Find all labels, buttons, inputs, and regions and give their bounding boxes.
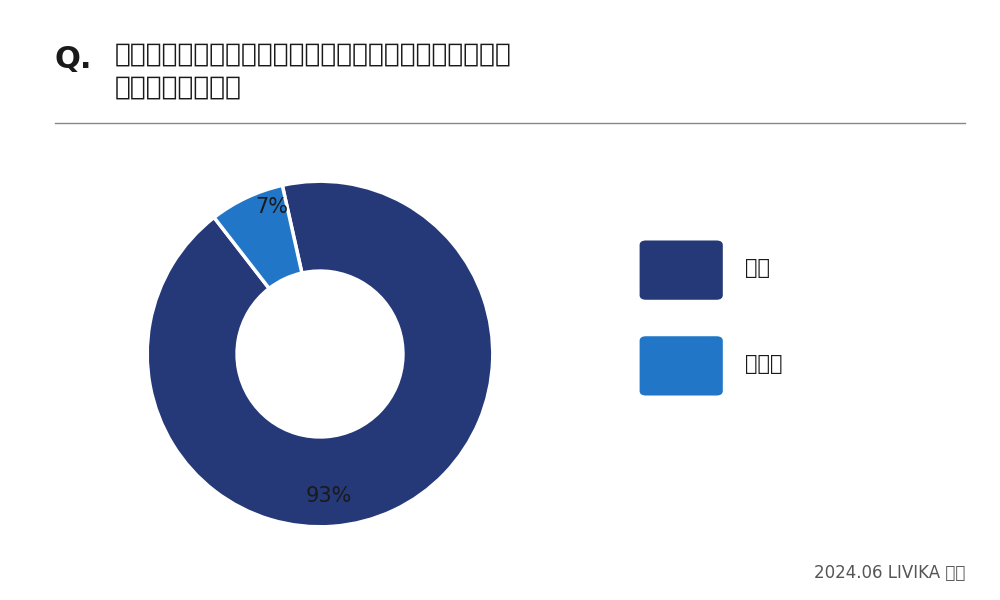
Text: 7%: 7% [255,197,288,217]
Text: いいえ: いいえ [745,353,783,374]
Text: 2024.06 LIVIKA 調査: 2024.06 LIVIKA 調査 [814,564,965,582]
Text: はい: はい [745,258,770,278]
Wedge shape [214,185,302,289]
Wedge shape [147,181,493,527]
Text: 知っていますか？: 知っていますか？ [115,75,242,101]
FancyBboxPatch shape [640,241,723,300]
Text: 再エネ賦課金（再生可能エネルギー発電促進賦課金）を: 再エネ賦課金（再生可能エネルギー発電促進賦課金）を [115,42,512,68]
Text: 93%: 93% [305,485,352,506]
Text: Q.: Q. [55,45,92,74]
FancyBboxPatch shape [640,336,723,395]
